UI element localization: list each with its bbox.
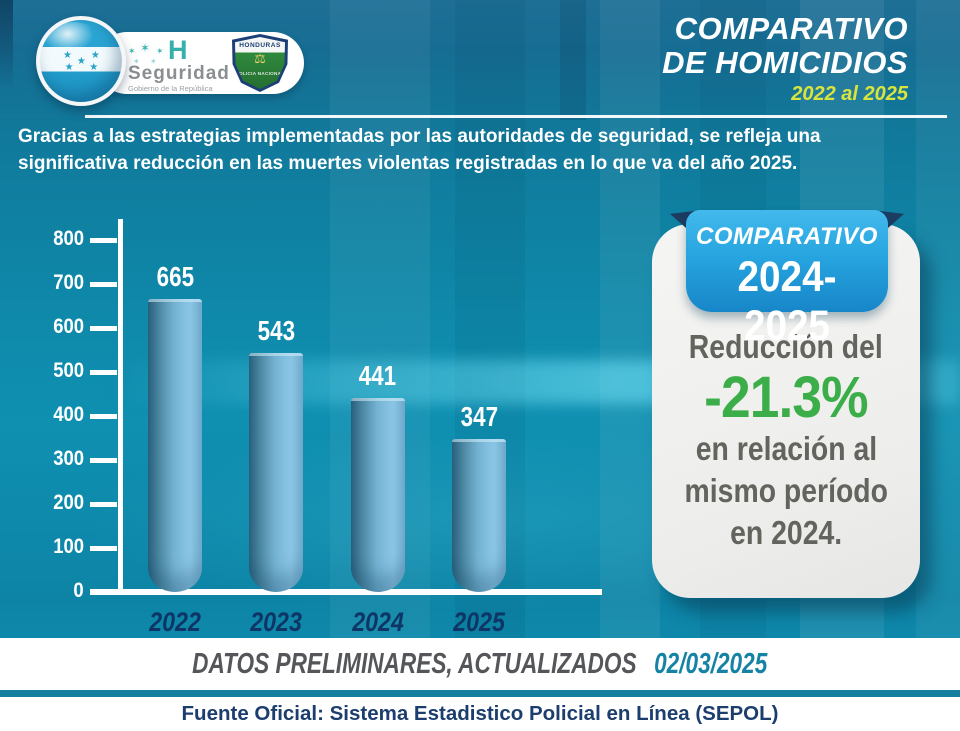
seguridad-logo: ✶ ✶ ✶ ✶ ✶ H Seguridad Gobierno de la Rep…	[128, 35, 230, 93]
y-axis-tick-label: 800	[53, 227, 84, 250]
title-line-2: DE HOMICIDIOS	[662, 45, 908, 80]
preliminary-data-band: DATOS PRELIMINARES, ACTUALIZADOS 02/03/2…	[0, 638, 960, 690]
y-axis-tick	[90, 545, 117, 551]
y-axis-tick-label: 400	[53, 403, 84, 426]
y-axis-tick-label: 200	[53, 491, 84, 514]
flag-star-icon: ★	[64, 62, 74, 74]
brand-star-icon: ✶	[133, 57, 140, 66]
comparison-ribbon: COMPARATIVO 2024-2025	[686, 210, 888, 350]
scales-icon: ⚖	[254, 51, 266, 66]
x-axis-category-label: 2022	[149, 607, 201, 637]
comparison-card-body: Reducción del -21.3% en relación al mism…	[652, 326, 920, 554]
y-axis-tick-label: 100	[53, 535, 84, 558]
bar-value-label: 441	[358, 359, 397, 391]
brand-name: Seguridad	[128, 63, 230, 84]
x-axis-category-label: 2024	[351, 607, 404, 637]
brand-h-letter: H	[168, 35, 188, 65]
honduras-flag-globe-icon: ★ ★ ★ ★ ★	[36, 16, 126, 106]
y-axis-tick-label: 0	[73, 579, 84, 602]
y-axis-tick	[90, 237, 117, 243]
x-axis-category-label: 2025	[453, 607, 505, 637]
flag-star-icon: ★	[89, 62, 99, 74]
brand-star-icon: ✶	[140, 41, 151, 55]
reduction-text-line: en 2024.	[729, 514, 843, 551]
page-title: COMPARATIVO DE HOMICIDIOS 2022 al 2025	[662, 12, 908, 106]
brand-star-icon: ✶	[128, 46, 136, 56]
ribbon-label: COMPARATIVO	[696, 223, 878, 250]
bar-2024	[350, 397, 405, 592]
brand-star-icon: ✶	[150, 57, 157, 66]
police-badge-icon: HONDURAS ⚖ POLICIA NACIONAL	[232, 34, 288, 92]
ribbon-year-range: 2024-2025	[737, 253, 837, 350]
intro-text: Gracias a las estrategias implementadas …	[18, 123, 821, 177]
update-date: 02/03/2025	[654, 647, 768, 680]
y-axis-tick	[90, 369, 117, 375]
bar-value-label: 665	[156, 261, 194, 293]
bar-value-label: 543	[257, 315, 295, 347]
intro-line-2: significativa reducción en las muertes v…	[18, 153, 798, 174]
y-axis-tick	[90, 325, 117, 331]
government-logo-pill: ✶ ✶ ✶ ✶ ✶ H Seguridad Gobierno de la Rep…	[96, 32, 304, 94]
reduction-percentage: -21.3%	[704, 365, 868, 430]
badge-country-label: HONDURAS	[239, 42, 281, 49]
background-stripe	[916, 0, 960, 638]
y-axis-tick	[90, 589, 117, 595]
flag-star-icon: ★	[76, 55, 86, 67]
y-axis-tick	[90, 281, 117, 287]
y-axis-tick	[90, 457, 117, 463]
bar-2022	[148, 299, 202, 592]
footer-divider-stripe	[0, 690, 960, 697]
y-axis-tick-label: 700	[53, 271, 84, 294]
title-line-1: COMPARATIVO	[674, 11, 908, 46]
source-band: Fuente Oficial: Sistema Estadistico Poli…	[0, 697, 960, 731]
preliminary-label: DATOS PRELIMINARES, ACTUALIZADOS	[192, 647, 637, 680]
brand-subtitle: Gobierno de la República	[128, 84, 213, 93]
header-divider	[85, 115, 947, 118]
brand-star-icon: ✶	[156, 46, 164, 56]
bar-chart: 800 700 600 500 400 300 200 100 0 665 2022 543 2023 4…	[40, 219, 620, 637]
reduction-text-line: Reducción del	[689, 328, 883, 365]
reduction-text-line: en relación al	[695, 430, 877, 467]
flag-star-icon: ★	[90, 50, 100, 62]
background-stripe	[560, 0, 586, 120]
y-axis-tick	[90, 413, 117, 419]
badge-police-label: POLICIA NACIONAL	[235, 71, 285, 76]
bar-2023	[249, 353, 304, 592]
intro-line-1: Gracias a las estrategias implementadas …	[18, 126, 821, 147]
background-stripe	[0, 0, 13, 90]
y-axis-tick-label: 500	[53, 359, 84, 382]
x-axis-line	[90, 589, 602, 595]
y-axis-line	[118, 219, 123, 595]
y-axis-tick-label: 600	[53, 315, 84, 338]
title-year-range: 2022 al 2025	[791, 83, 908, 105]
bar-value-label: 347	[460, 401, 498, 433]
y-axis-tick	[90, 501, 117, 507]
y-axis-tick-label: 300	[53, 447, 84, 470]
official-source-text: Fuente Oficial: Sistema Estadistico Poli…	[181, 702, 779, 725]
reduction-text-line: mismo período	[684, 472, 888, 509]
x-axis-category-label: 2023	[250, 607, 303, 637]
bar-2025	[451, 439, 506, 592]
